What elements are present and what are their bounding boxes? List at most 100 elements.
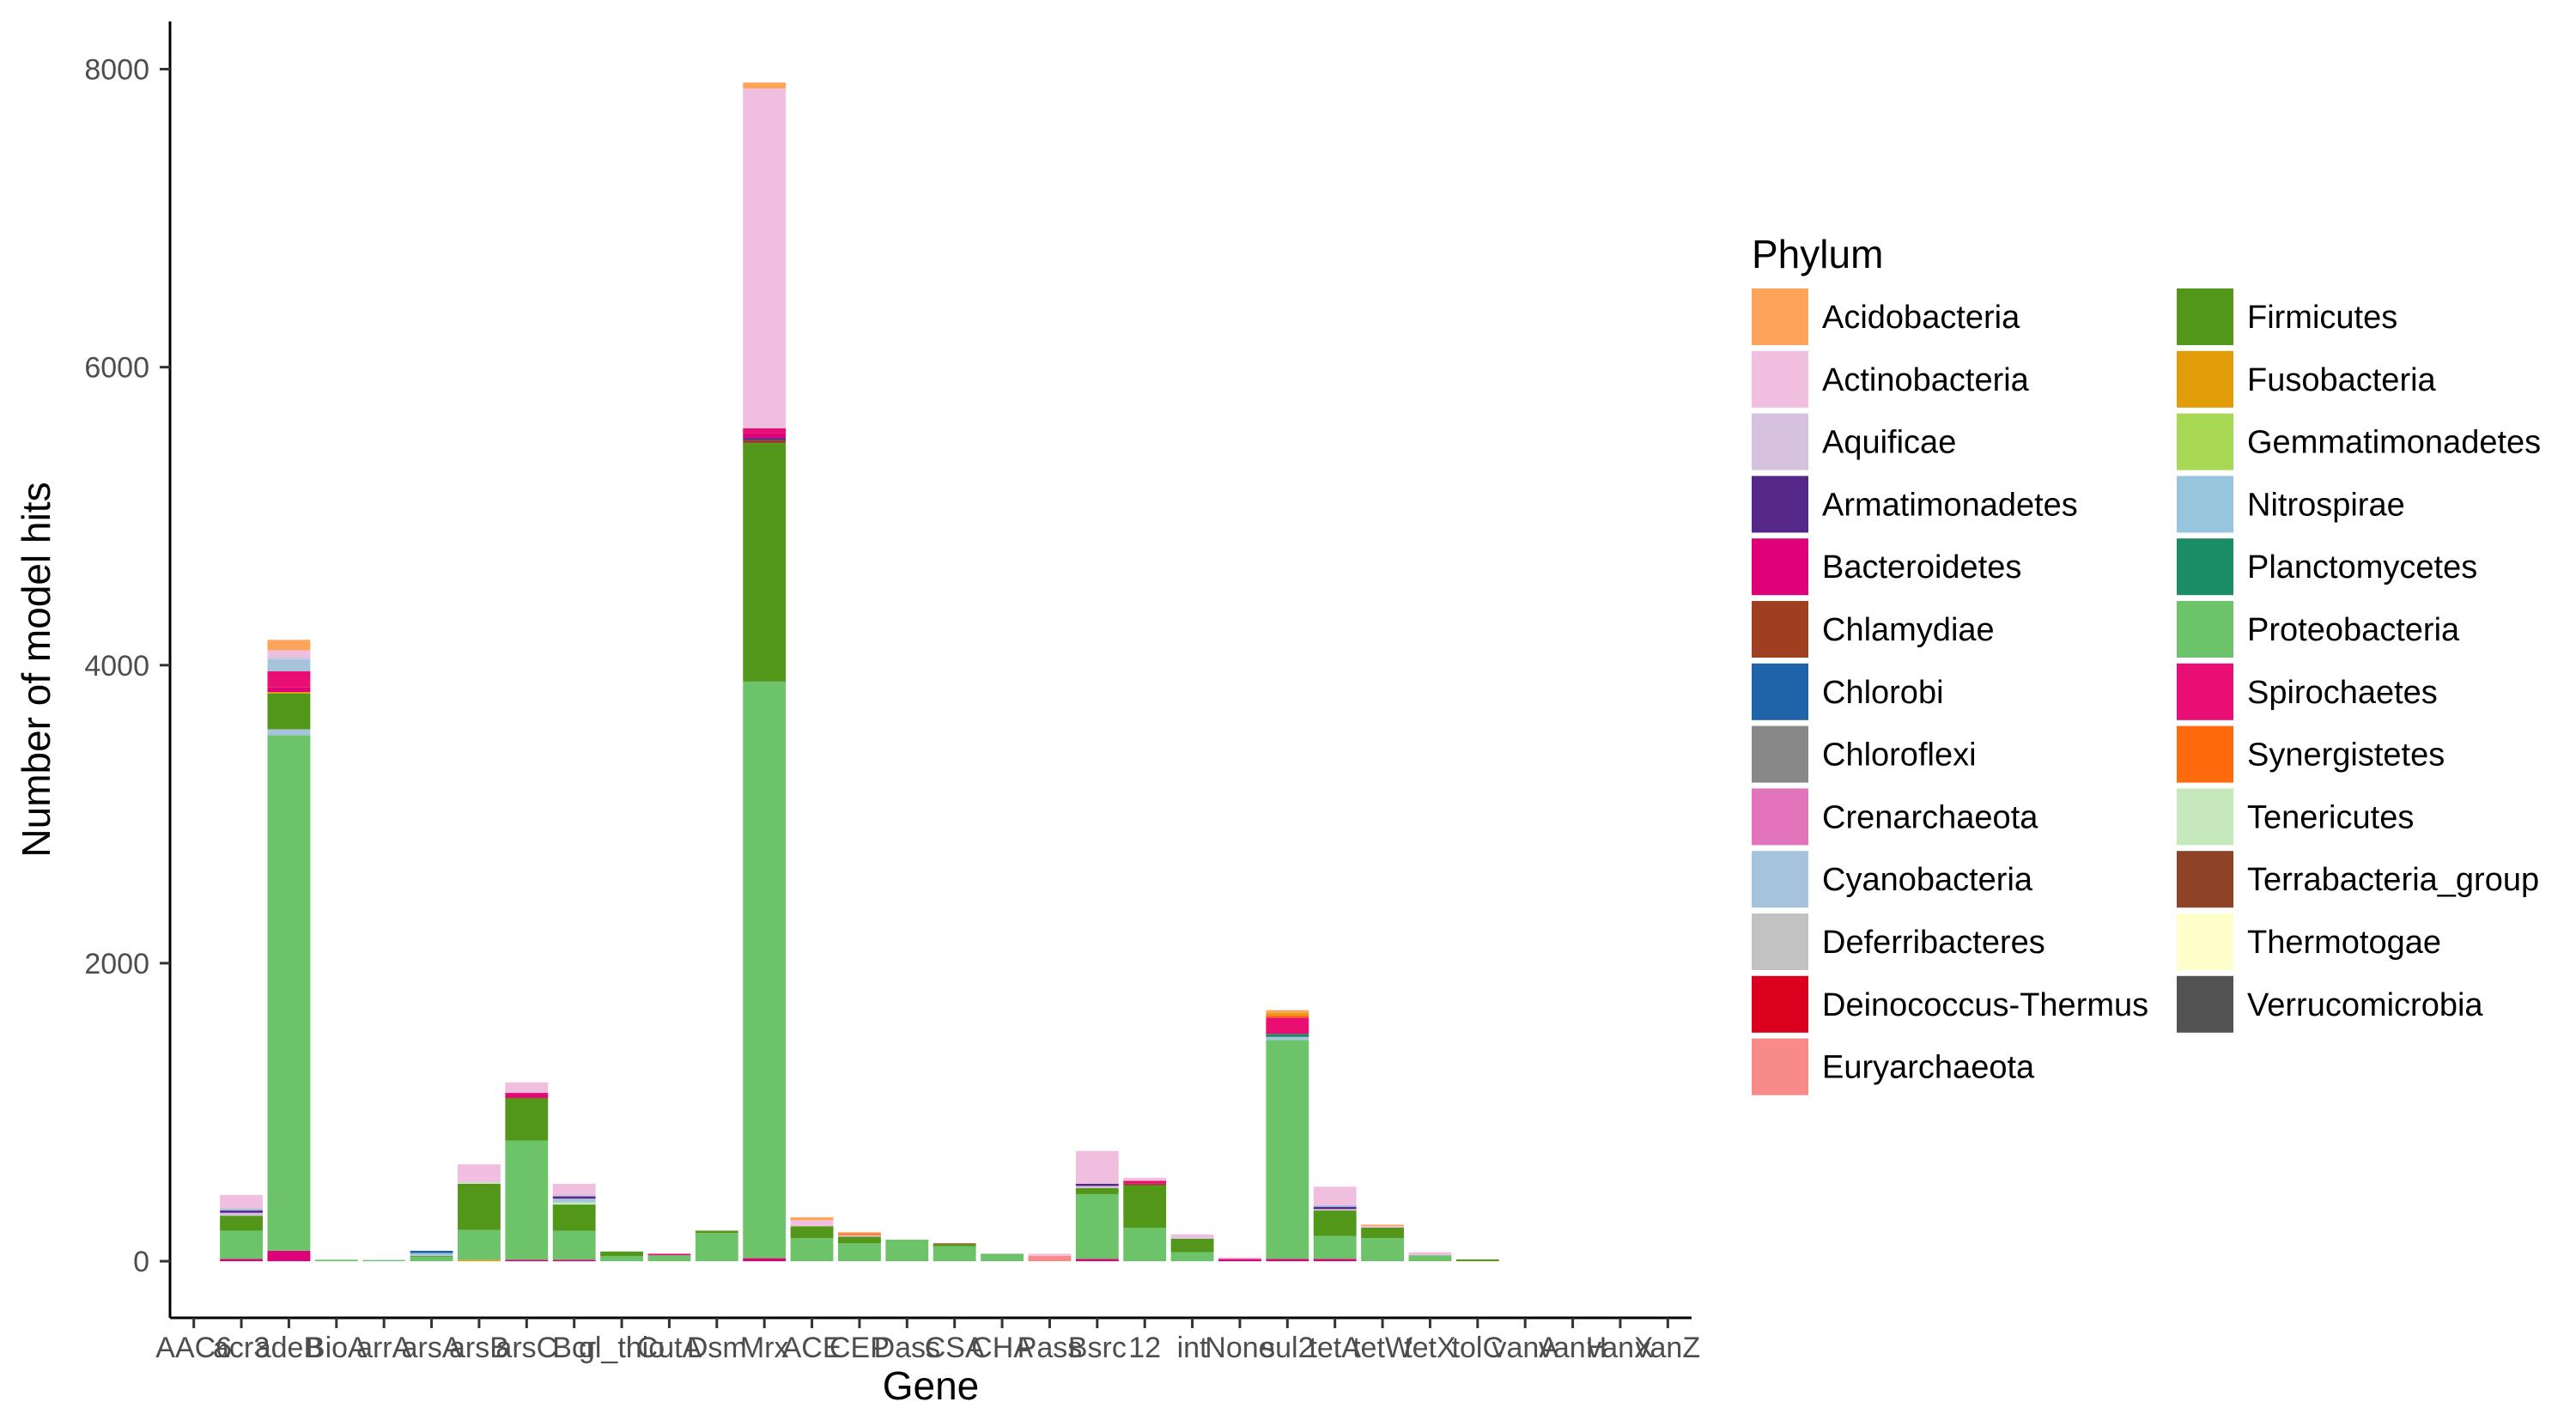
legend-swatch-bacteroidetes [1752, 538, 1808, 596]
bar-stack-sul2 [1266, 1010, 1309, 1262]
bar-segment-tetw-actinobacteria [1361, 1226, 1404, 1228]
bar-stack-cep [838, 1232, 881, 1262]
legend-swatch-spirochaetes [2177, 663, 2233, 720]
bar-segment-arsa-cyanobacteria [410, 1253, 453, 1256]
bar-segment-mrx-actinobacteria [743, 88, 787, 428]
bar-segment-cuta-proteobacteria [647, 1255, 691, 1262]
bar-segment-bsrc-armatimonadetes [1075, 1183, 1119, 1186]
x-tick-label-csa: CSA [925, 1332, 985, 1364]
bar-stack-bcr [552, 1183, 596, 1262]
bar-segment-adeb-bacteroidetes [267, 1250, 311, 1262]
x-tick-label-aac6: AAC6 [155, 1332, 232, 1364]
bars-layer [220, 82, 1499, 1262]
x-tick-label-vanz: vanZ [1636, 1332, 1701, 1364]
bar-segment-arsc-bacteroidetes [505, 1259, 549, 1262]
legend-label-synergistetes: Synergistetes [2247, 737, 2445, 774]
legend-item-aquificae: Aquificae [1752, 413, 1956, 470]
bar-segment-acr3-armatimonadetes [220, 1211, 263, 1213]
bar-stack-bioa [314, 1259, 358, 1262]
bar-stack-dass [885, 1239, 929, 1262]
legend-item-cyanobacteria: Cyanobacteria [1752, 851, 2033, 908]
bar-segment-arsc-actinobacteria [505, 1082, 549, 1093]
bar-segment-adeb-firmicutes [267, 693, 311, 730]
legend-label-planctomycetes: Planctomycetes [2247, 549, 2477, 586]
bar-segment-sul2-fusobacteria [1266, 1013, 1309, 1016]
legend-item-chloroflexi: Chloroflexi [1752, 725, 1977, 783]
legend-swatch-gemmatimonadetes [2177, 413, 2233, 470]
bar-stack-mrx [743, 82, 787, 1262]
bar-stack-arra [362, 1259, 406, 1262]
legend-label-fusobacteria: Fusobacteria [2247, 362, 2437, 398]
bar-segment-bcr-cyanobacteria [552, 1199, 596, 1203]
legend-swatch-thermotogae [2177, 913, 2233, 970]
bar-segment-adeb-actinobacteria [267, 650, 311, 657]
y-axis-title: Number of model hits [14, 482, 58, 857]
legend-swatch-chloroflexi [1752, 725, 1808, 783]
bar-segment-bcr-actinobacteria [552, 1183, 596, 1194]
bar-segment-teta-proteobacteria [1313, 1235, 1357, 1259]
bar-segment-acr3-cyanobacteria [220, 1208, 263, 1211]
legend-item-deferribacteres: Deferribacteres [1752, 913, 2045, 970]
bar-segment-12-chlamydiae [1123, 1183, 1167, 1186]
legend-item-gemmatimonadetes: Gemmatimonadetes [2177, 413, 2541, 470]
bar-segment-acr3-actinobacteria [220, 1194, 263, 1209]
bar-segment-arsb-actinobacteria [458, 1164, 501, 1178]
bar-segment-cep-synergistetes [838, 1233, 881, 1235]
x-tick-label-teta: tetA [1309, 1332, 1361, 1364]
bar-segment-tetx-proteobacteria [1408, 1255, 1452, 1262]
bar-segment-teta-aquificae [1313, 1209, 1357, 1211]
bar-segment-bcr-proteobacteria [552, 1230, 596, 1260]
legend-swatch-euryarchaeota [1752, 1038, 1808, 1095]
bar-segment-arra-proteobacteria [362, 1259, 406, 1262]
x-tick-label-arsc: arsC [495, 1332, 557, 1364]
x-tick-label-int: int [1177, 1332, 1208, 1364]
bar-segment-sul2-synergistetes [1266, 1015, 1309, 1018]
bar-stack-acr3 [220, 1194, 263, 1262]
bar-stack-gl-thio [600, 1251, 643, 1262]
y-tick-label-4000: 4000 [84, 650, 149, 683]
bar-stack-bsrc [1075, 1150, 1119, 1262]
legend-item-actinobacteria: Actinobacteria [1752, 350, 2030, 408]
legend-item-spirochaetes: Spirochaetes [2177, 663, 2438, 720]
bar-segment-int-actinobacteria [1170, 1234, 1214, 1238]
bar-segment-adeb-bacteroidetes [267, 687, 311, 693]
legend-item-firmicutes: Firmicutes [2177, 288, 2397, 345]
legend-item-thermotogae: Thermotogae [2177, 913, 2441, 970]
bar-segment-cuta-spirochaetes [647, 1253, 691, 1256]
legend-item-euryarchaeota: Euryarchaeota [1752, 1038, 2035, 1095]
bar-segment-acr3-proteobacteria [220, 1230, 263, 1259]
x-tick-label-arra: arrA [356, 1332, 412, 1364]
legend-swatch-actinobacteria [1752, 350, 1808, 408]
bar-segment-teta-bacteroidetes [1313, 1259, 1357, 1262]
bar-segment-tolc-firmicutes [1455, 1259, 1499, 1262]
bar-segment-tetx-actinobacteria [1408, 1252, 1452, 1256]
legend-title: Phylum [1752, 232, 1883, 276]
x-tick-label-cha: CHA [971, 1332, 1033, 1364]
legend-label-actinobacteria: Actinobacteria [1822, 362, 2030, 398]
bar-segment-int-aquificae [1170, 1237, 1214, 1240]
bar-segment-csa-chlamydiae [933, 1243, 976, 1245]
bar-segment-mrx-acidobacteria [743, 82, 787, 89]
bar-segment-12-spirochaetes [1123, 1180, 1167, 1184]
legend-item-crenarchaeota: Crenarchaeota [1752, 788, 2038, 846]
bar-stack-tetw [1361, 1224, 1404, 1262]
x-tick-label-12: 12 [1128, 1332, 1161, 1364]
bar-segment-adeb-cyanobacteria [267, 729, 311, 736]
bar-stack-tolc [1455, 1259, 1499, 1262]
bar-segment-arsb-proteobacteria [458, 1229, 501, 1260]
legend-label-chloroflexi: Chloroflexi [1822, 737, 1977, 774]
legend-swatch-aquificae [1752, 413, 1808, 470]
bar-segment-gl-thio-firmicutes [600, 1251, 643, 1256]
bar-stack-none [1218, 1257, 1261, 1262]
bar-segment-sul2-acidobacteria [1266, 1010, 1309, 1014]
bar-segment-adeb-acidobacteria [267, 640, 311, 651]
x-tick-label-dass: Dass [874, 1332, 940, 1364]
bar-stack-arsa [410, 1250, 453, 1262]
bar-segment-teta-firmicutes [1313, 1211, 1357, 1236]
x-tick-label-dsm: Dsm [687, 1332, 747, 1364]
x-tick-label-bcr: Bcr [552, 1332, 596, 1364]
legend-swatch-tenericutes [2177, 788, 2233, 846]
x-tick-label-adeb: adeB [255, 1332, 323, 1364]
legend-label-firmicutes: Firmicutes [2247, 300, 2397, 336]
